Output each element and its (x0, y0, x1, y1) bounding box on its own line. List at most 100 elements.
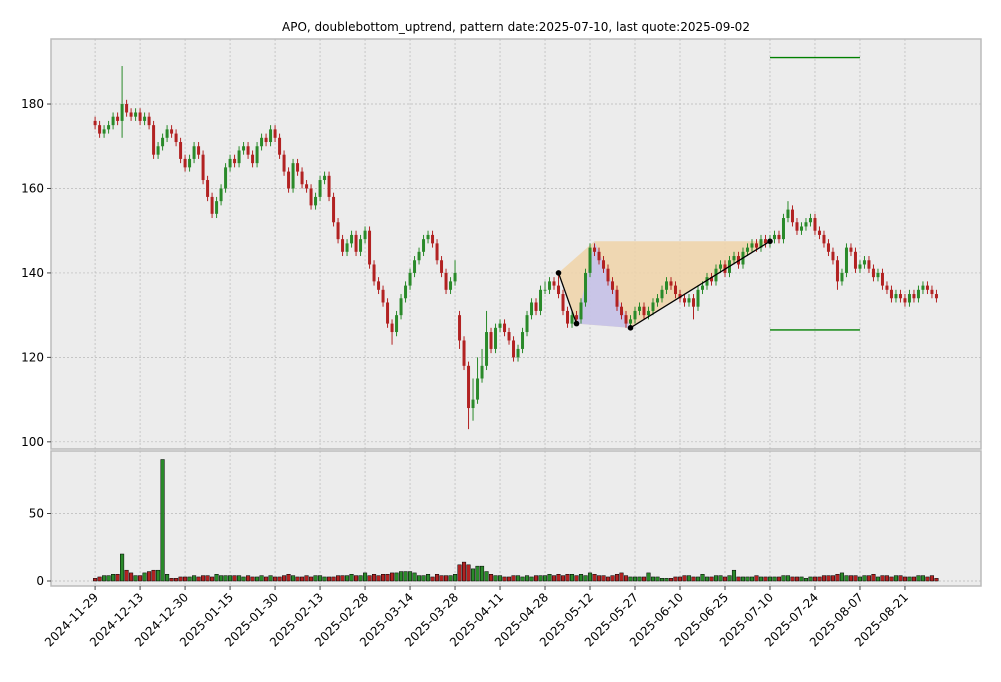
candle-body (566, 310, 570, 324)
candle-body (916, 289, 920, 299)
candle-body (300, 171, 304, 185)
volume-bar (803, 578, 809, 582)
y-tick-label: 100 (21, 435, 44, 449)
volume-bar (754, 575, 759, 582)
candle-body (287, 171, 291, 189)
volume-bar (785, 575, 791, 582)
volume-bar (376, 575, 381, 582)
candle-body (880, 272, 884, 286)
volume-bar (763, 576, 768, 582)
candle-body (462, 340, 466, 366)
pattern-line (557, 272, 578, 324)
candle-body (700, 285, 704, 290)
volume-bar (147, 571, 152, 582)
candle-body (404, 285, 408, 299)
volume-bar (309, 576, 314, 582)
volume-bar (223, 575, 228, 582)
candle-body (165, 129, 169, 138)
candle-body (219, 188, 223, 202)
volume-bar (282, 575, 287, 582)
volume-bar (749, 576, 755, 582)
volume-bar (389, 572, 395, 582)
candle-body (368, 230, 372, 265)
volume-bar (452, 574, 458, 582)
volume-bar (394, 572, 399, 582)
candle-body (498, 323, 502, 328)
volume-bar (583, 575, 588, 582)
candle-body (561, 294, 565, 311)
volume-bar (174, 578, 179, 582)
candle-body (822, 234, 826, 244)
volume-bar (457, 564, 462, 582)
volume-bar (893, 575, 899, 582)
candle-body (624, 315, 628, 324)
volume-bar (538, 575, 543, 582)
candle-body (395, 315, 399, 333)
volume-bar (781, 575, 786, 582)
volume-bar (228, 575, 233, 582)
candle-body (327, 175, 331, 197)
candle-body (795, 222, 799, 231)
volume-bar (313, 575, 318, 582)
volume-bar (295, 576, 300, 582)
volume-bar (232, 575, 237, 582)
volume-bar (916, 575, 921, 582)
candle-body (656, 298, 660, 303)
candle-body (255, 146, 259, 164)
volume-bar (219, 575, 224, 582)
candle-body (494, 327, 498, 349)
volume-bar (277, 576, 282, 582)
volume-bar (614, 574, 620, 582)
candle-body (709, 277, 713, 282)
volume-bar (592, 574, 597, 582)
candle-body (237, 150, 241, 164)
volume-bar (740, 576, 746, 582)
volume-bar (790, 576, 795, 582)
candle-body (291, 163, 295, 189)
volume-bar (578, 574, 584, 582)
y-tick-label: 120 (21, 350, 44, 364)
candle-body (912, 294, 916, 299)
candle-body (858, 264, 862, 269)
volume-bar (358, 575, 363, 582)
volume-bar (237, 575, 242, 582)
candle-body (525, 315, 529, 333)
volume-bar (718, 575, 723, 582)
volume-bar (569, 574, 575, 582)
volume-bar (812, 576, 818, 582)
candle-body (790, 209, 794, 223)
volume-bar (835, 574, 840, 582)
volume-bar (745, 576, 750, 582)
candle-body (907, 294, 911, 303)
candle-body (129, 112, 133, 117)
candle-body (597, 251, 601, 261)
candle-body (174, 133, 178, 143)
candle-body (921, 285, 925, 290)
candle-body (206, 180, 210, 197)
candle-body (754, 243, 758, 248)
candle-body (885, 285, 889, 290)
candle-body (422, 239, 426, 252)
candle-body (138, 112, 142, 121)
candle-body (705, 277, 709, 286)
volume-bar (907, 576, 912, 582)
candle-body (440, 260, 444, 273)
volume-bar (515, 575, 521, 582)
volume-bar (686, 575, 692, 582)
volume-bar (385, 574, 390, 582)
candle-body (763, 239, 767, 244)
volume-bar (682, 575, 687, 582)
candle-body (179, 142, 183, 159)
volume-bar (574, 575, 579, 582)
volume-bar (668, 578, 674, 582)
candle-body (781, 218, 785, 240)
candle-body (835, 260, 839, 282)
volume-bar (192, 575, 197, 582)
candle-body (813, 218, 817, 231)
candle-body (197, 146, 201, 155)
volume-bar (201, 575, 206, 582)
candle-body (345, 243, 349, 252)
candle-body (323, 175, 327, 181)
candle-body (188, 158, 192, 168)
volume-bar (196, 576, 201, 582)
